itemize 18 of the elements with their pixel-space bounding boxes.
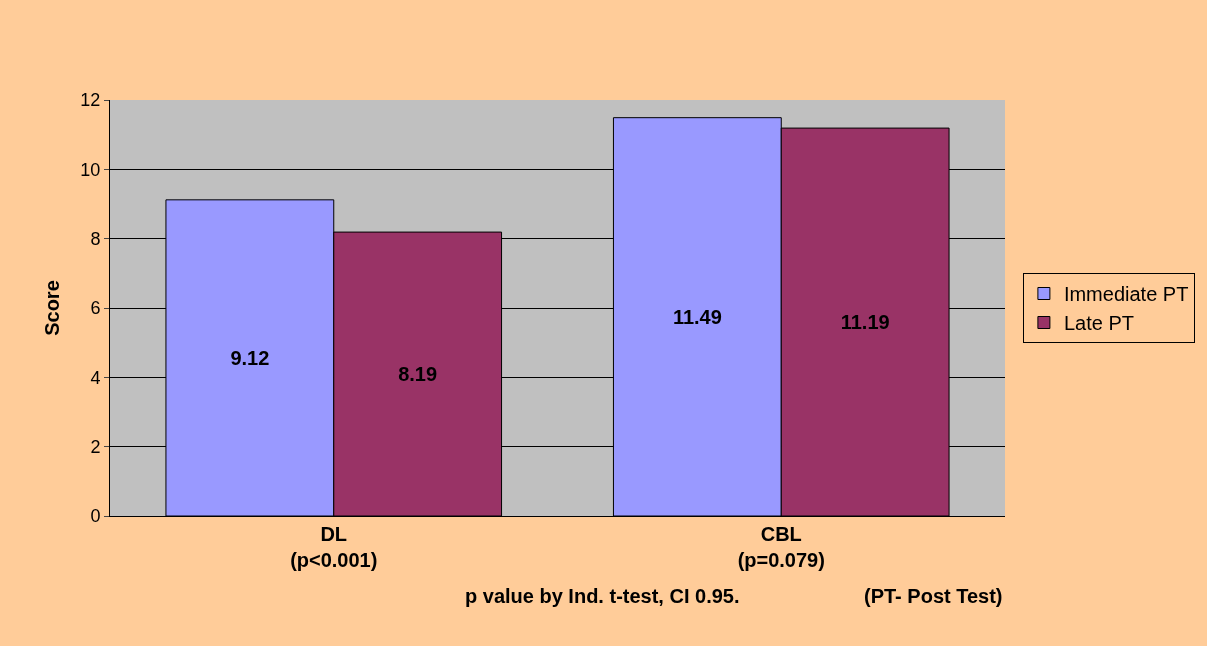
text: (PT- Post Test) bbox=[864, 585, 1003, 607]
y-tick-label: 0 bbox=[90, 506, 101, 527]
data-label: 9.12 bbox=[230, 346, 270, 369]
x-tick-label: CBL (p=0.079) bbox=[737, 523, 825, 571]
y-tick-label: 8 bbox=[90, 228, 101, 249]
legend-label: Immediate PT bbox=[1063, 283, 1189, 306]
y-tick-label: 4 bbox=[90, 367, 101, 388]
x-tick-label: DL (p<0.001) bbox=[290, 523, 378, 571]
data-label: 11.19 bbox=[840, 311, 890, 334]
text: p value by Ind. t-test, CI 0.95. bbox=[465, 585, 740, 607]
y-tick-label: 10 bbox=[80, 159, 101, 180]
data-label: 8.19 bbox=[398, 363, 438, 386]
y-tick-label: 12 bbox=[80, 90, 101, 111]
data-label: 11.49 bbox=[672, 305, 722, 328]
y-tick-label: 2 bbox=[90, 436, 101, 457]
y-tick-label: 6 bbox=[90, 298, 101, 319]
legend-label: Late PT bbox=[1063, 312, 1134, 335]
y-axis-title: Score bbox=[40, 280, 63, 336]
